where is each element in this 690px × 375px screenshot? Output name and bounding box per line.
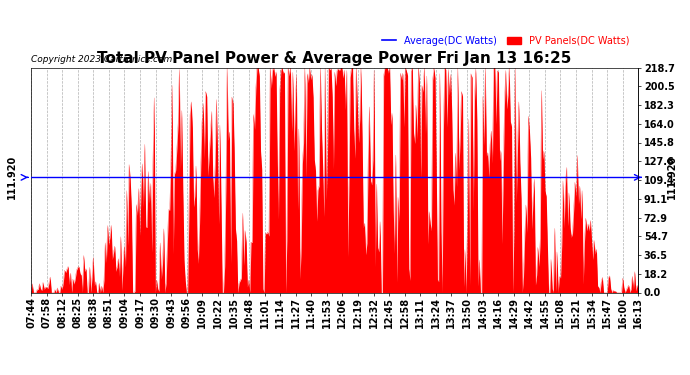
Title: Total PV Panel Power & Average Power Fri Jan 13 16:25: Total PV Panel Power & Average Power Fri… — [97, 51, 572, 66]
Text: Copyright 2023 Cartronics.com: Copyright 2023 Cartronics.com — [31, 55, 172, 64]
Text: 111.920: 111.920 — [7, 155, 17, 200]
Legend: Average(DC Watts), PV Panels(DC Watts): Average(DC Watts), PV Panels(DC Watts) — [378, 32, 633, 50]
Text: 111.920: 111.920 — [667, 155, 677, 200]
